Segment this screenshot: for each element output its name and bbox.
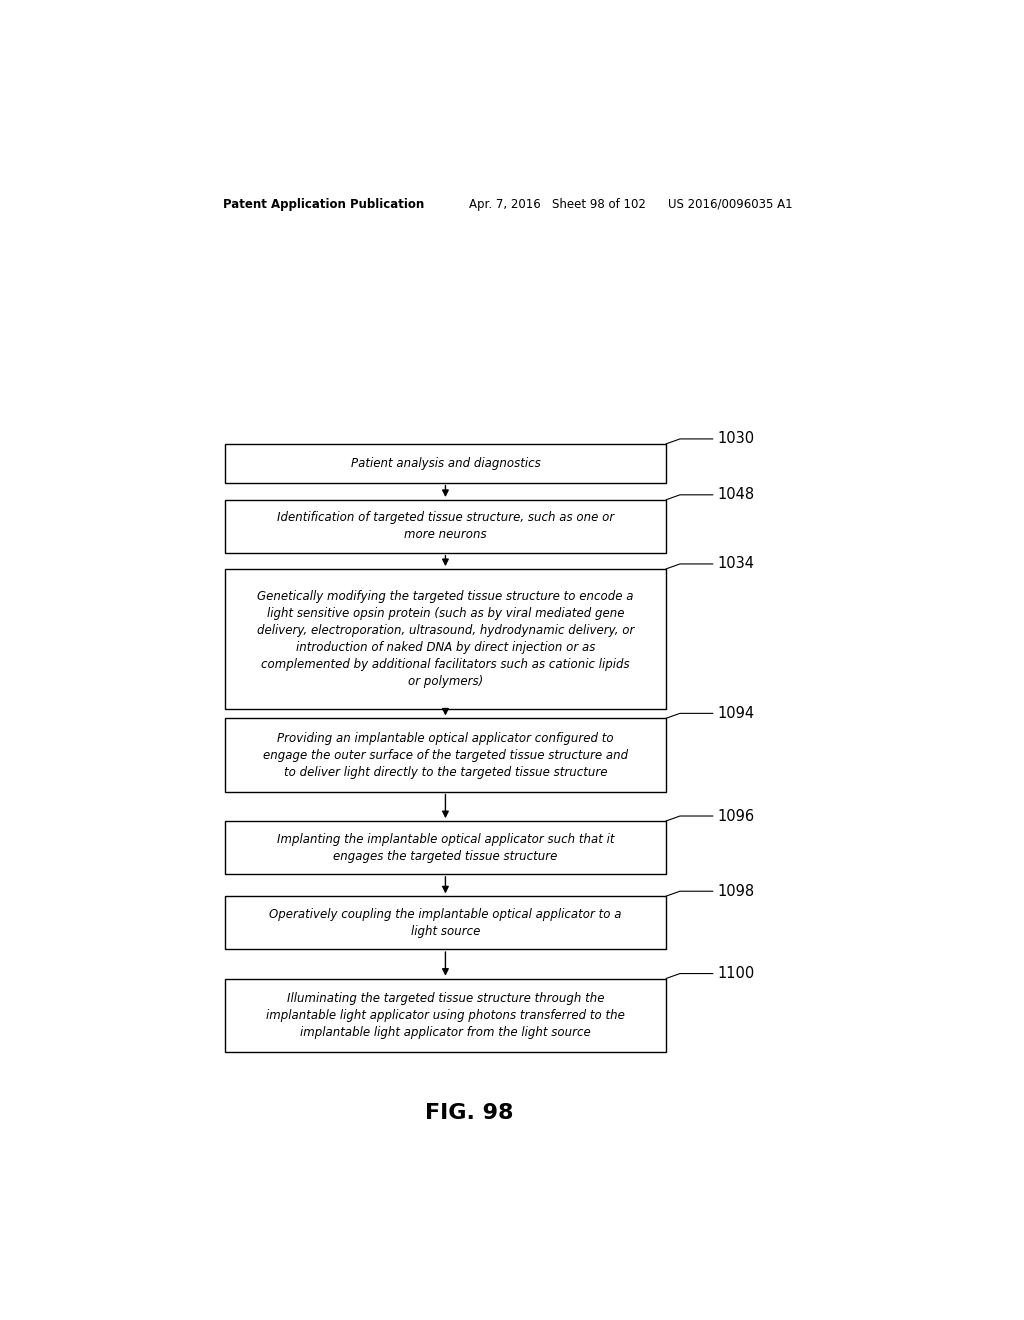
Text: 1096: 1096 xyxy=(717,809,755,824)
Text: Identification of targeted tissue structure, such as one or
more neurons: Identification of targeted tissue struct… xyxy=(276,511,614,541)
Text: Patent Application Publication: Patent Application Publication xyxy=(223,198,425,211)
FancyBboxPatch shape xyxy=(225,718,666,792)
Text: 1030: 1030 xyxy=(717,432,755,446)
Text: Apr. 7, 2016   Sheet 98 of 102: Apr. 7, 2016 Sheet 98 of 102 xyxy=(469,198,646,211)
Text: FIG. 98: FIG. 98 xyxy=(425,1102,513,1123)
FancyBboxPatch shape xyxy=(225,896,666,949)
Text: Operatively coupling the implantable optical applicator to a
light source: Operatively coupling the implantable opt… xyxy=(269,908,622,937)
Text: 1098: 1098 xyxy=(717,883,755,899)
Text: Providing an implantable optical applicator configured to
engage the outer surfa: Providing an implantable optical applica… xyxy=(263,731,628,779)
Text: Illuminating the targeted tissue structure through the
implantable light applica: Illuminating the targeted tissue structu… xyxy=(266,991,625,1039)
FancyBboxPatch shape xyxy=(225,978,666,1052)
Text: 1048: 1048 xyxy=(717,487,755,503)
Text: 1034: 1034 xyxy=(717,557,755,572)
Text: Patient analysis and diagnostics: Patient analysis and diagnostics xyxy=(350,457,541,470)
FancyBboxPatch shape xyxy=(225,569,666,709)
FancyBboxPatch shape xyxy=(225,444,666,483)
Text: US 2016/0096035 A1: US 2016/0096035 A1 xyxy=(668,198,793,211)
Text: Genetically modifying the targeted tissue structure to encode a
light sensitive : Genetically modifying the targeted tissu… xyxy=(257,590,634,688)
FancyBboxPatch shape xyxy=(225,821,666,874)
Text: 1094: 1094 xyxy=(717,706,755,721)
Text: Implanting the implantable optical applicator such that it
engages the targeted : Implanting the implantable optical appli… xyxy=(276,833,614,862)
FancyBboxPatch shape xyxy=(225,500,666,553)
Text: 1100: 1100 xyxy=(717,966,755,981)
